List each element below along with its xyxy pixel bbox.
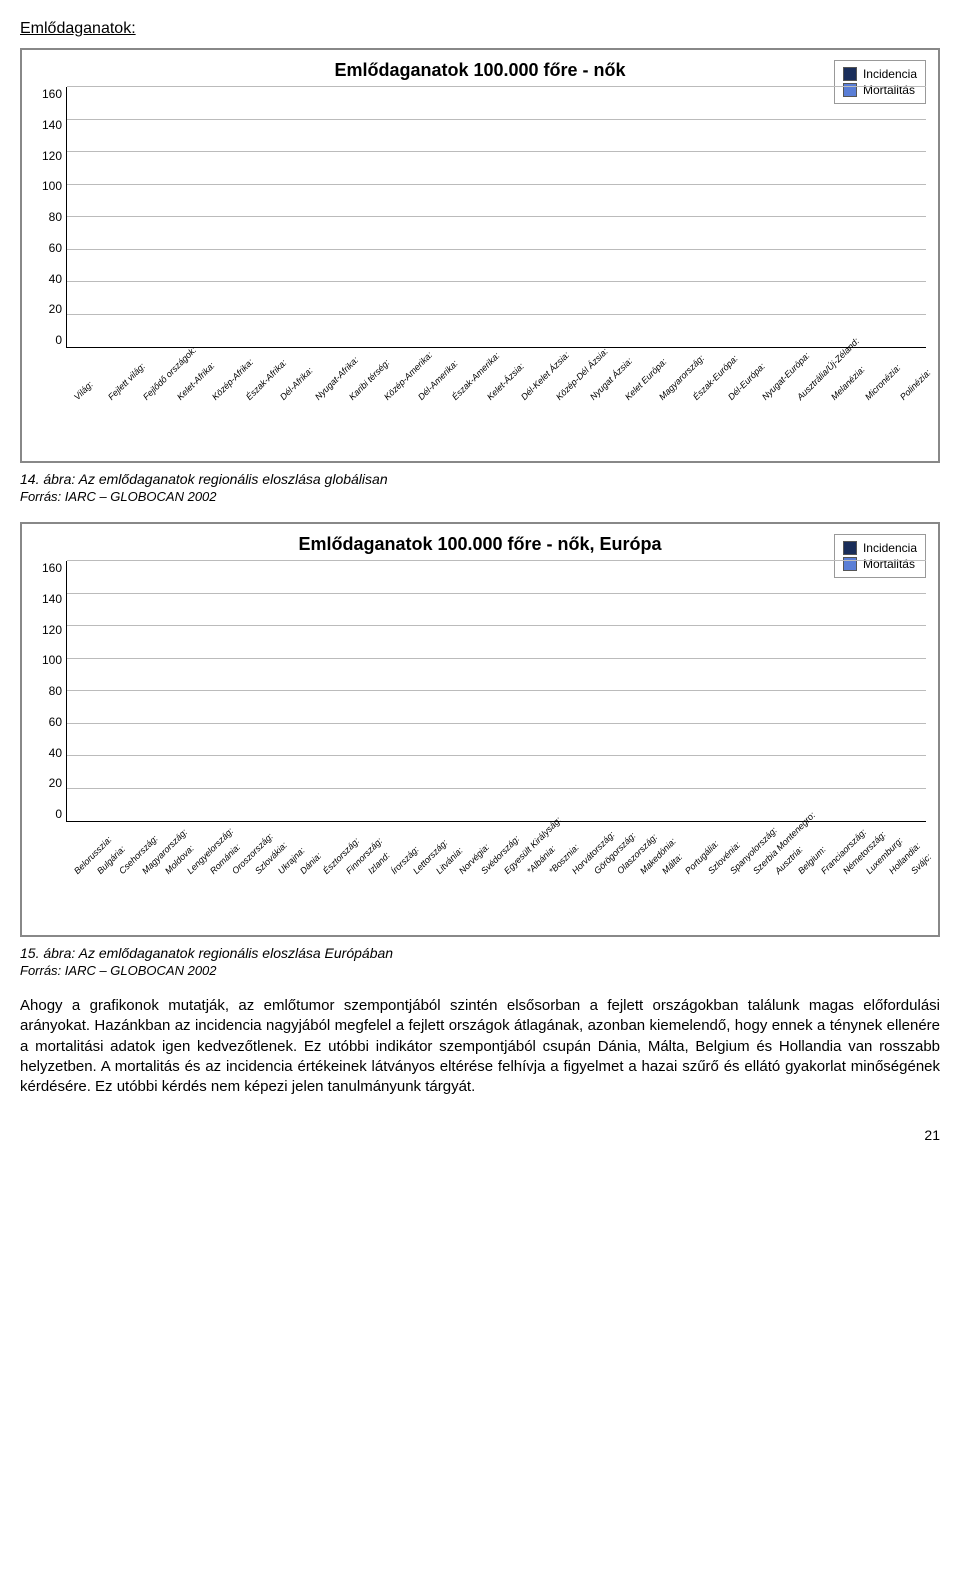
legend-swatch-incidence (843, 67, 857, 81)
ytick-label: 100 (42, 179, 62, 193)
chart2-caption: 15. ábra: Az emlődaganatok regionális el… (20, 945, 940, 961)
ytick-label: 160 (42, 87, 62, 101)
ytick-label: 120 (42, 623, 62, 637)
ytick-label: 40 (49, 746, 62, 760)
chart2-container: Emlődaganatok 100.000 főre - nők, Európa… (20, 522, 940, 937)
chart1-source: Forrás: IARC – GLOBOCAN 2002 (20, 489, 940, 504)
ytick-label: 80 (49, 684, 62, 698)
ytick-label: 20 (49, 776, 62, 790)
page-number: 21 (20, 1127, 940, 1143)
chart2-yaxis: 160 140 120 100 80 60 40 20 0 (34, 561, 66, 821)
ytick-label: 0 (55, 807, 62, 821)
legend-swatch-incidence (843, 541, 857, 555)
page-title: Emlődaganatok: (20, 20, 940, 38)
ytick-label: 100 (42, 653, 62, 667)
legend-label-incidence: Incidencia (863, 541, 917, 555)
chart1-caption: 14. ábra: Az emlődaganatok regionális el… (20, 471, 940, 487)
chart1-title: Emlődaganatok 100.000 főre - nők (334, 60, 625, 81)
ytick-label: 140 (42, 592, 62, 606)
ytick-label: 60 (49, 715, 62, 729)
chart1-yaxis: 160 140 120 100 80 60 40 20 0 (34, 87, 66, 347)
body-paragraph: Ahogy a grafikonok mutatják, az emlőtumo… (20, 996, 940, 1097)
ytick-label: 140 (42, 118, 62, 132)
legend-label-incidence: Incidencia (863, 67, 917, 81)
chart2-plotarea (66, 561, 926, 822)
chart2-title: Emlődaganatok 100.000 főre - nők, Európa (298, 534, 661, 555)
chart1-xaxis: Világ:Fejlett világ:Fejlődő országok:Kel… (34, 389, 926, 399)
chart2-xaxis: Belorusszia:Bulgária:Csehország:Magyaror… (34, 863, 926, 873)
ytick-label: 0 (55, 333, 62, 347)
ytick-label: 120 (42, 149, 62, 163)
ytick-label: 160 (42, 561, 62, 575)
ytick-label: 20 (49, 302, 62, 316)
ytick-label: 80 (49, 210, 62, 224)
ytick-label: 40 (49, 272, 62, 286)
chart1-plotarea (66, 87, 926, 348)
ytick-label: 60 (49, 241, 62, 255)
chart2-source: Forrás: IARC – GLOBOCAN 2002 (20, 963, 940, 978)
chart1-container: Emlődaganatok 100.000 főre - nők Inciden… (20, 48, 940, 463)
